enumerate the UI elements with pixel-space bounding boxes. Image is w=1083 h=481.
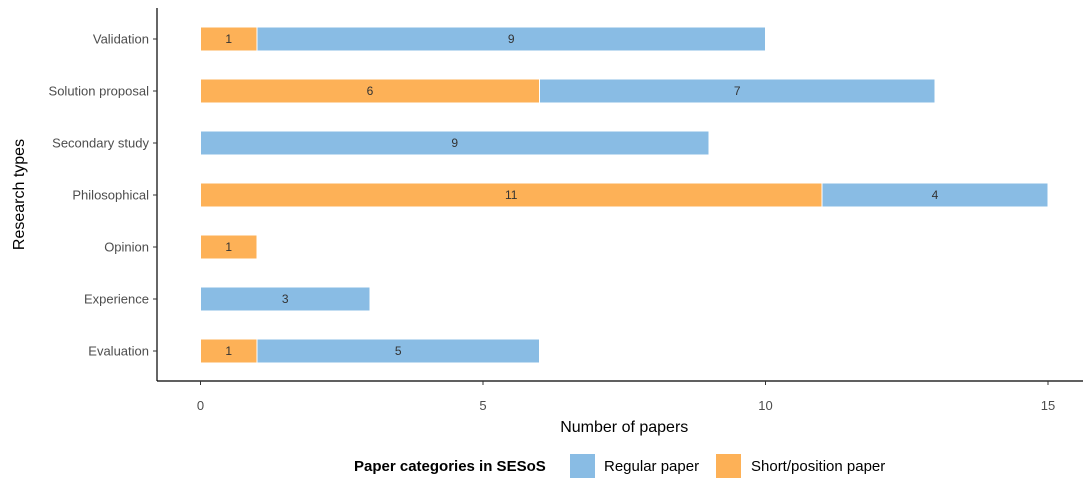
bar-regular-experience <box>200 286 371 312</box>
legend: Paper categories in SESoS Regular paper S… <box>354 454 885 478</box>
bar-value-label: 9 <box>508 32 515 46</box>
bar-regular-validation <box>256 26 766 52</box>
legend-swatch <box>716 454 741 478</box>
y-axis-ticks: Validation Solution proposal Secondary stu… <box>49 32 157 359</box>
bars-layer <box>200 26 1049 364</box>
legend-entry-label: Regular paper <box>604 458 699 475</box>
bar-short-philosophical <box>200 182 823 208</box>
bar-short-opinion <box>200 234 258 260</box>
y-tick-label: Secondary study <box>52 136 149 151</box>
legend-swatch <box>570 454 595 478</box>
x-tick-label: 5 <box>479 398 486 413</box>
bar-value-label: 9 <box>451 136 458 150</box>
bar-regular-solution-proposal <box>539 78 936 104</box>
bar-value-label: 6 <box>367 84 374 98</box>
y-tick-label: Philosophical <box>72 188 149 203</box>
y-axis-title: Research types <box>11 139 28 250</box>
bar-value-label: 1 <box>225 240 232 254</box>
legend-title: Paper categories in SESoS <box>354 458 546 475</box>
bar-regular-philosophical <box>821 182 1049 208</box>
y-tick-label: Validation <box>93 32 149 47</box>
bar-regular-evaluation <box>256 338 540 364</box>
bar-regular-secondary-study <box>200 130 710 156</box>
x-axis-ticks: 0 5 10 15 <box>197 381 1055 413</box>
y-tick-label: Opinion <box>104 240 149 255</box>
bar-value-label: 1 <box>225 32 232 46</box>
x-tick-label: 10 <box>758 398 772 413</box>
bar-value-label: 7 <box>734 84 741 98</box>
bar-value-label: 11 <box>505 188 518 202</box>
bar-short-solution-proposal <box>200 78 540 104</box>
bar-value-label: 3 <box>282 292 289 306</box>
x-tick-label: 0 <box>197 398 204 413</box>
bar-value-label: 5 <box>395 344 402 358</box>
y-tick-label: Solution proposal <box>49 84 150 99</box>
y-tick-label: Evaluation <box>88 344 149 359</box>
bar-labels-layer: 1 9 6 7 9 11 4 1 3 1 5 <box>225 32 938 358</box>
x-axis-title: Number of papers <box>560 419 688 436</box>
legend-entry-label: Short/position paper <box>751 458 885 475</box>
bar-value-label: 1 <box>225 344 232 358</box>
y-tick-label: Experience <box>84 292 149 307</box>
bar-short-validation <box>200 26 258 52</box>
x-tick-label: 15 <box>1041 398 1055 413</box>
legend-items: Regular paper Short/position paper <box>570 454 885 478</box>
bar-value-label: 4 <box>932 188 939 202</box>
bar-short-evaluation <box>200 338 258 364</box>
